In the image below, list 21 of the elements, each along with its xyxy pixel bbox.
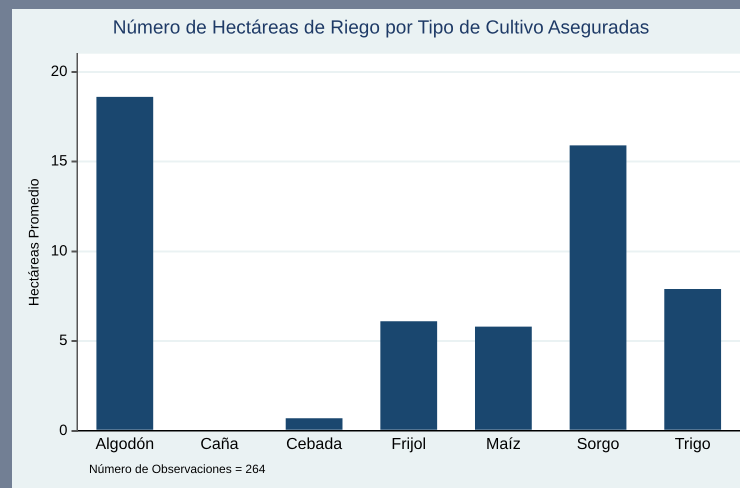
y-tick-label: 20 — [50, 62, 68, 80]
chart-title: Número de Hectáreas de Riego por Tipo de Cultivo Aseguradas — [112, 18, 650, 39]
bar — [570, 145, 626, 430]
bar — [474, 326, 532, 430]
y-tick-label: 0 — [59, 422, 68, 439]
y-axis-title: Hectáreas Promedio — [25, 178, 42, 306]
x-tick-label: Frijol — [391, 436, 426, 453]
x-tick-label: Sorgo — [576, 436, 620, 453]
bar — [380, 321, 438, 430]
text: Número de Observaciones = 264 — [89, 462, 266, 476]
bar — [664, 288, 722, 430]
x-tick-label: Cebada — [286, 436, 342, 453]
y-tick-label: 10 — [50, 242, 68, 260]
x-tick-label: Algodón — [95, 436, 154, 453]
y-tick-label: 5 — [59, 332, 68, 350]
bar — [286, 418, 342, 430]
bar — [96, 96, 154, 430]
x-tick-label: Trigo — [674, 436, 711, 453]
y-tick-label: 15 — [50, 152, 68, 170]
x-tick-label: Caña — [200, 436, 239, 453]
x-tick-label: Maíz — [486, 436, 521, 453]
